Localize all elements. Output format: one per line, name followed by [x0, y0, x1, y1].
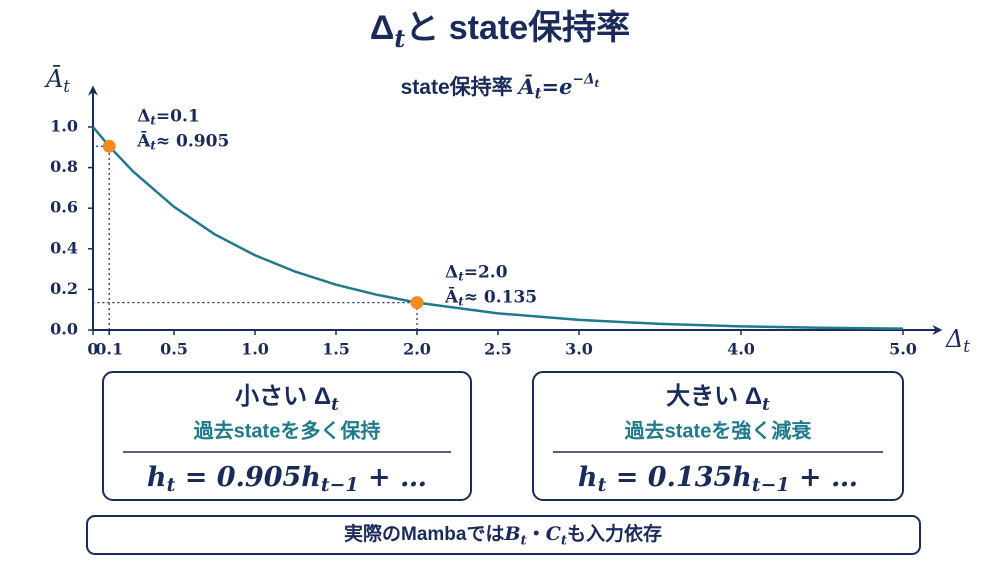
text-part: t	[458, 270, 464, 284]
text-part: + …	[790, 462, 858, 493]
annotation: Āt≈ 0.135	[444, 286, 537, 309]
text-part: =e	[542, 74, 573, 99]
footer-box	[86, 515, 921, 555]
box-subtitle: 過去stateを強く減衰	[625, 418, 813, 442]
text-part: t	[150, 138, 156, 152]
chart-title: Δtと state保持率	[370, 9, 630, 53]
text-part: t	[963, 336, 970, 356]
text-part: B	[503, 523, 520, 545]
x-tick-label: 2.5	[484, 340, 512, 359]
x-tick-label: 0.5	[160, 340, 188, 359]
text-part: −Δ	[573, 71, 595, 87]
text-part: Δ	[445, 262, 458, 282]
x-tick-label: 0	[87, 340, 98, 359]
y-tick-label: 0.0	[50, 320, 78, 339]
text-part: t	[561, 533, 568, 548]
text-part: t−1	[321, 474, 359, 496]
text-part: ・	[527, 524, 546, 545]
text-part: Δ	[137, 106, 150, 126]
text-part: h	[578, 462, 598, 493]
footer-text: 実際のMambaではBt・Ctも入力依存	[344, 522, 662, 548]
text-part: t	[394, 25, 405, 53]
x-tick-label: 4.0	[727, 340, 755, 359]
text-part: t	[535, 85, 542, 102]
text-part: + …	[359, 462, 427, 493]
annotation: Δt=2.0	[445, 262, 508, 284]
text-part: state保持率	[401, 75, 519, 99]
left-box	[102, 371, 472, 501]
text-part: t	[458, 295, 464, 309]
text-part: =2.0	[464, 262, 508, 282]
text-part: h	[301, 462, 321, 493]
annotation: Āt≈ 0.905	[136, 130, 229, 153]
text-part: Ā	[516, 74, 534, 99]
y-tick-label: 1.0	[50, 117, 78, 136]
formula: ht = 0.905ht−1 + …	[147, 462, 427, 497]
text-part: t	[762, 394, 770, 414]
text-part: t	[167, 474, 176, 496]
guide-line	[93, 301, 418, 330]
y-tick-label: 0.8	[50, 157, 78, 176]
text-part: h	[732, 462, 752, 493]
x-axis-label: Δt	[945, 325, 970, 356]
text-part: Ā	[136, 130, 151, 151]
text-part: Δ	[370, 9, 394, 47]
x-tick-label: 5.0	[889, 340, 917, 359]
text-part: t	[521, 533, 528, 548]
x-tick-label: 0.1	[95, 340, 123, 359]
text-part: t	[595, 78, 600, 90]
y-tick-label: 0.6	[50, 198, 78, 217]
highlight-point	[102, 139, 116, 153]
x-tick-label: 1.0	[241, 340, 269, 359]
annotation: Δt=0.1	[137, 106, 200, 128]
text-part: Ā	[44, 65, 63, 93]
decay-curve	[92, 126, 904, 330]
text-part: Δ	[945, 325, 963, 353]
text-part: = 0.905	[175, 462, 301, 493]
text-part: Ā	[444, 286, 459, 307]
chart-subtitle: state保持率 Āt=e−Δt	[401, 71, 600, 102]
text-part: 小さい	[235, 383, 314, 410]
text-part: h	[147, 462, 167, 493]
highlight-point	[410, 296, 424, 310]
text-part: = 0.135	[606, 462, 732, 493]
text-part: Δ	[314, 383, 331, 410]
y-axis-label: Āt	[44, 65, 70, 96]
text-part: t	[331, 394, 339, 414]
x-tick-label: 3.0	[565, 340, 593, 359]
y-tick-label: 0.2	[50, 279, 78, 298]
text-part: と state保持率	[405, 9, 630, 47]
guide-line	[93, 145, 110, 330]
y-tick-label: 0.4	[50, 238, 78, 257]
text-part: も入力依存	[567, 522, 662, 545]
box-title: 大きい Δt	[666, 383, 770, 413]
x-tick-label: 1.5	[322, 340, 350, 359]
text-part: t	[150, 113, 156, 127]
text-part: Δ	[745, 383, 762, 410]
text-part: =0.1	[156, 106, 200, 126]
text-part: t−1	[752, 474, 790, 496]
right-box	[532, 371, 904, 501]
box-title: 小さい Δt	[235, 383, 339, 413]
text-part: t	[598, 474, 607, 496]
text-part: 実際のMambaでは	[344, 522, 504, 545]
text-part: ≈ 0.135	[464, 287, 537, 307]
box-subtitle: 過去stateを多く保持	[194, 418, 381, 442]
text-part: t	[63, 76, 70, 96]
text-part: C	[546, 523, 561, 545]
text-part: 大きい	[666, 383, 745, 410]
formula: ht = 0.135ht−1 + …	[578, 462, 858, 497]
text-part: ≈ 0.905	[156, 131, 229, 151]
x-tick-label: 2.0	[403, 340, 431, 359]
